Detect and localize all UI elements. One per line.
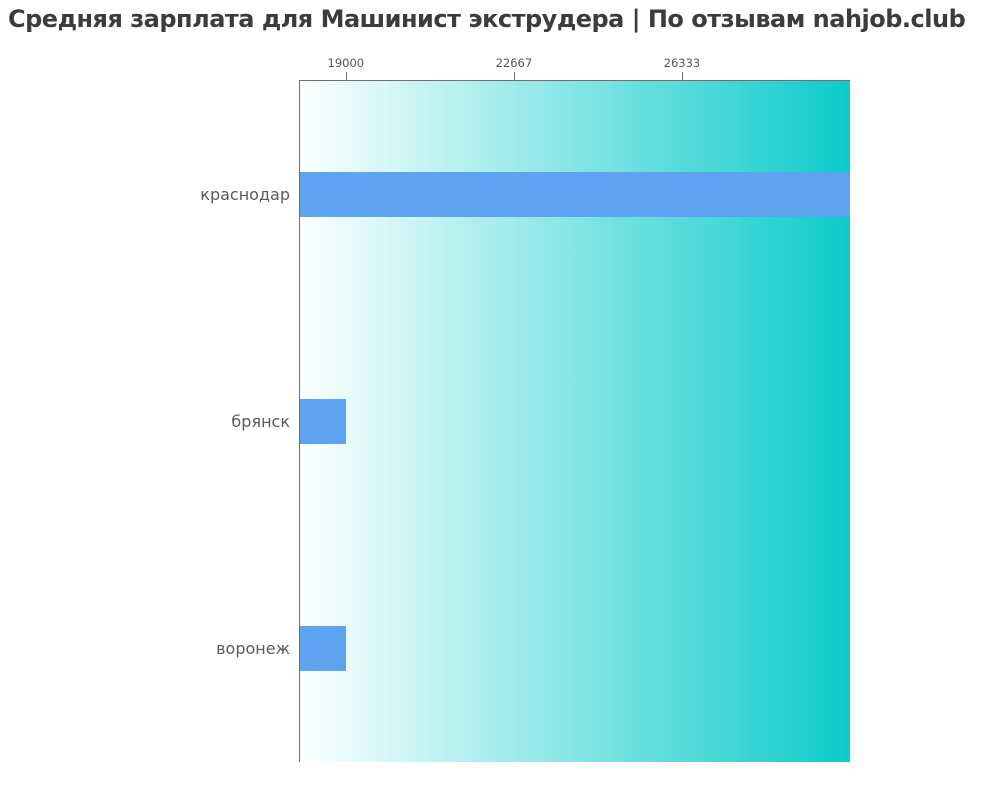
x-tick-mark [345, 72, 347, 80]
x-axis-spine [299, 80, 850, 81]
category-label-краснодар: краснодар [200, 184, 290, 204]
category-label-брянск: брянск [231, 411, 290, 431]
bar-брянск [300, 399, 346, 444]
chart-title: Средняя зарплата для Машинист экструдера… [8, 5, 966, 33]
x-tick-label: 19000 [327, 56, 365, 70]
x-tick-mark [681, 72, 683, 80]
y-axis-spine [299, 81, 300, 762]
bar-воронеж [300, 626, 346, 671]
x-tick-label: 26333 [663, 56, 701, 70]
x-tick-mark [513, 72, 515, 80]
category-label-воронеж: воронеж [216, 638, 290, 658]
x-tick-label: 22667 [495, 56, 533, 70]
bar-краснодар [300, 172, 850, 217]
